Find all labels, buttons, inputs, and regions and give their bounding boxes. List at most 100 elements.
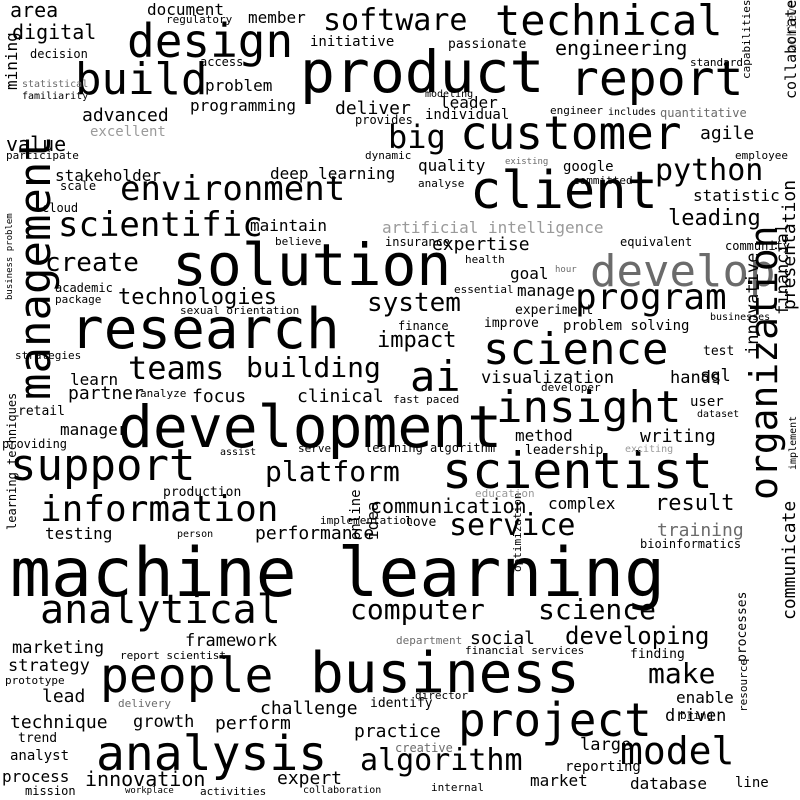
word-learning-algorithm: learning algorithm — [365, 441, 496, 455]
word-hour: hour — [555, 265, 577, 275]
word-user: user — [690, 394, 724, 410]
word-innovation: innovation — [85, 767, 206, 791]
word-research: research — [70, 297, 340, 362]
word-value: value — [6, 132, 67, 156]
word-complex: complex — [548, 494, 616, 513]
word-excellent: excellent — [90, 124, 166, 140]
word-analyse: analyse — [418, 177, 465, 190]
word-processes: processes — [735, 591, 750, 662]
word-quality: quality — [418, 156, 486, 175]
word-manager: manager — [60, 420, 128, 439]
word-test: test — [703, 344, 735, 359]
word-resource: resource — [737, 659, 750, 712]
word-director: director — [415, 689, 468, 702]
word-business-problem: business problem — [5, 213, 15, 300]
word-google: google — [563, 159, 614, 175]
word-engineering: engineering — [555, 36, 688, 60]
word-analyze: analyze — [140, 387, 187, 400]
word-people: people — [100, 648, 274, 704]
word-finance: finance — [398, 319, 449, 333]
word-package: package — [55, 293, 102, 306]
word-standard: standard — [690, 56, 743, 69]
word-program: program — [575, 277, 727, 318]
word-equivalent: equivalent — [620, 235, 693, 249]
word-machine-learning: machine learning — [10, 534, 666, 613]
word-strategy: strategy — [8, 656, 90, 676]
word-includes: includes — [608, 107, 657, 118]
word-communication: communication — [370, 494, 527, 518]
word-computer: computer — [350, 593, 485, 626]
word-provides: provides — [355, 113, 413, 127]
word-communicate: communicate — [779, 500, 800, 620]
word-leading: leading — [668, 206, 761, 231]
word-providing: providing — [2, 437, 68, 451]
word-database: database — [630, 774, 708, 793]
word-model: model — [620, 729, 735, 773]
word-scientist: scientist — [442, 442, 713, 500]
word-document: document — [147, 0, 225, 19]
word-education: education — [475, 487, 535, 500]
word-sexual-orientation: sexual orientation — [180, 304, 300, 317]
word-information: information — [40, 489, 279, 530]
word-impact: impact — [377, 328, 457, 353]
word-large: large — [580, 735, 632, 755]
word-problem: problem — [205, 76, 273, 95]
word-ai: ai — [410, 352, 461, 401]
word-fast-paced: fast paced — [393, 393, 460, 406]
word-collaboration: collaboration — [303, 785, 382, 796]
word-manage: manage — [517, 281, 575, 300]
word-leadership: leadership — [525, 443, 604, 458]
word-social: social — [470, 628, 536, 649]
word-lead: lead — [42, 686, 86, 707]
word-dataset: dataset — [697, 409, 740, 420]
word-improve: improve — [484, 316, 539, 331]
word-python: python — [655, 153, 764, 188]
word-deep-learning: deep learning — [270, 164, 396, 183]
word-activities: activities — [200, 785, 267, 798]
word-committed: committed — [573, 174, 633, 187]
word-prototype: prototype — [5, 674, 65, 687]
word-programming: programming — [190, 96, 296, 115]
word-mission: mission — [25, 784, 76, 798]
word-result: result — [655, 491, 735, 516]
word-digital: digital — [12, 20, 97, 44]
word-practice: practice — [354, 721, 441, 742]
word-technologies: technologies — [118, 285, 277, 310]
word-delivery: delivery — [118, 697, 171, 710]
word-testing: testing — [45, 524, 113, 543]
word-partner: partner — [68, 383, 144, 404]
word-writing: writing — [640, 426, 716, 447]
word-scientific: scientific — [58, 205, 263, 245]
word-businesses: businesses — [710, 312, 771, 323]
word-technical: technical — [495, 0, 723, 45]
word-visualization: visualization — [481, 368, 615, 388]
word-goal: goal — [510, 264, 549, 283]
word-platform: platform — [265, 455, 400, 488]
word-access: access — [200, 55, 244, 69]
word-participate: participate — [6, 149, 79, 162]
word-project: project — [458, 693, 652, 747]
word-expertise: expertise — [432, 234, 530, 255]
word-deliver: deliver — [335, 98, 411, 119]
word-internal: internal — [431, 781, 484, 794]
word-cloud: cloud — [42, 201, 79, 215]
word-focus: focus — [192, 386, 247, 407]
word-build: build — [75, 54, 208, 105]
word-learn: learn — [70, 370, 119, 389]
word-quantitative: quantitative — [660, 106, 747, 120]
word-scale: scale — [60, 179, 97, 193]
word-market: market — [530, 771, 588, 790]
word-optimization: optimization — [511, 492, 524, 572]
word-create: create — [45, 248, 139, 278]
word-mining: mining — [2, 32, 21, 90]
word-customer: customer — [460, 106, 682, 160]
word-hands: hands — [670, 368, 722, 388]
word-system: system — [367, 288, 461, 318]
word-trend: trend — [18, 731, 58, 746]
word-collaborate: collaborate — [782, 0, 800, 100]
word-science: science — [538, 593, 657, 626]
word-method: method — [515, 426, 573, 445]
word-marketing: marketing — [12, 638, 105, 658]
word-identify: identify — [370, 696, 433, 711]
